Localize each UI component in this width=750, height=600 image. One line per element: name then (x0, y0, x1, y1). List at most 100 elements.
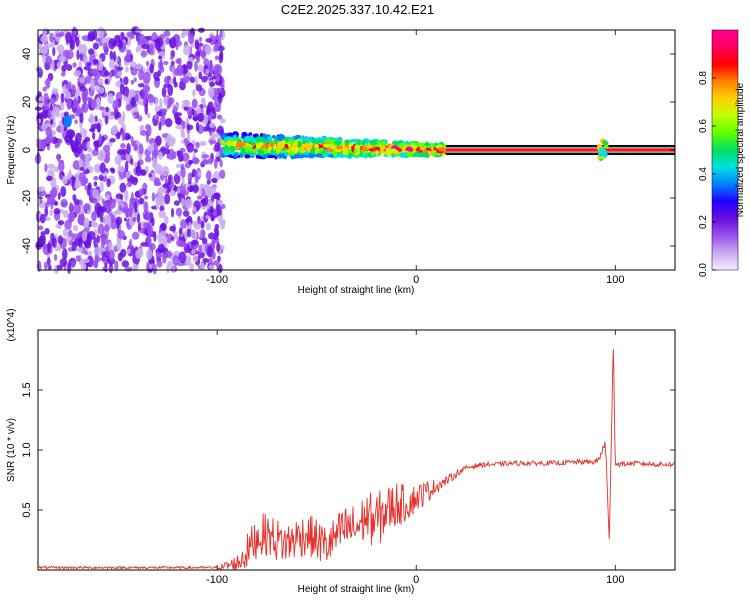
noise-blob (109, 50, 114, 61)
noise-blob (93, 123, 99, 129)
noise-blob (56, 44, 65, 53)
noise-blob (110, 126, 119, 135)
noise-blob (143, 201, 149, 213)
noise-blob (146, 112, 151, 119)
noise-blob (201, 159, 210, 165)
noise-blob (108, 249, 115, 261)
noise-blob (199, 186, 203, 199)
noise-blob (145, 212, 151, 221)
colorbar-tick-label-0: 0.0 (698, 263, 709, 277)
signal-blob (223, 145, 229, 152)
noise-blob (149, 63, 155, 74)
noise-blob (185, 218, 192, 223)
steady-line-band-4 (446, 148, 675, 152)
noise-blob (145, 248, 153, 260)
noise-blob (147, 144, 155, 152)
noise-blob (190, 239, 199, 246)
noise-blob (126, 181, 133, 188)
noise-blob (92, 188, 100, 199)
snr-y-multiplier: (x10^4) (6, 308, 17, 341)
noise-blob (37, 96, 45, 107)
signal-blob (314, 143, 319, 150)
noise-blob (65, 64, 73, 72)
noise-blob (60, 92, 65, 103)
noise-blob (177, 57, 182, 65)
noise-blob (108, 71, 113, 78)
snr-y-label: SNR (10 * v/v) (6, 418, 17, 482)
noise-blob (100, 239, 106, 249)
noise-blob (148, 43, 155, 56)
noise-blob (47, 163, 55, 169)
noise-blob (99, 181, 104, 193)
noise-blob (119, 165, 125, 173)
signal-blob (284, 144, 289, 148)
signal-blob (304, 142, 309, 150)
signal-blob (245, 154, 250, 159)
noise-blob (181, 99, 190, 105)
noise-blob (208, 122, 216, 129)
noise-blob (116, 71, 123, 77)
spectrogram-x-axis: -100 0 100 (206, 30, 624, 286)
noise-blob (142, 71, 151, 84)
noise-blob (148, 173, 152, 178)
noise-blob (121, 111, 126, 123)
noise-blob (116, 149, 125, 156)
noise-blob (66, 98, 72, 110)
noise-blob (79, 43, 88, 55)
noise-blob (57, 138, 63, 144)
noise-blob (73, 233, 81, 239)
noise-blob (141, 38, 150, 45)
noise-blob (182, 120, 186, 130)
noise-blob (51, 88, 59, 95)
noise-blob (197, 170, 202, 178)
signal-blob (311, 138, 317, 145)
signal-blob (269, 142, 275, 148)
signal-blob (250, 141, 256, 146)
noise-blob (130, 96, 137, 107)
noise-blob (105, 194, 111, 201)
signal-blob (368, 148, 376, 152)
spectrogram-y-tick-label-4: 40 (21, 48, 33, 60)
noise-blob (216, 114, 223, 120)
noise-blob (65, 32, 73, 43)
noise-blob (201, 75, 208, 83)
noise-blob (180, 198, 185, 207)
noise-blob (74, 132, 82, 144)
noise-blob (200, 229, 206, 239)
signal-blob (232, 141, 237, 148)
noise-blob (190, 43, 194, 49)
noise-blob (81, 230, 88, 242)
noise-blob (71, 84, 77, 95)
signal-blob (326, 148, 334, 153)
signal-blob (227, 138, 235, 142)
noise-blob (180, 163, 185, 171)
noise-blob (143, 195, 149, 200)
noise-blob (181, 177, 185, 187)
signal-blob (389, 148, 397, 153)
signal-blob (361, 145, 368, 152)
noise-blob (107, 140, 113, 147)
signal-blob (239, 153, 244, 158)
noise-blob (54, 143, 59, 149)
noise-blob (137, 83, 145, 88)
noise-blob (129, 208, 133, 219)
noise-blob (144, 155, 152, 163)
noise-blob (214, 223, 220, 230)
noise-blob (175, 207, 183, 217)
noise-blob (135, 165, 140, 173)
noise-blob (188, 221, 192, 232)
noise-blob (153, 143, 158, 153)
noise-blob (212, 95, 218, 101)
noise-blob (135, 249, 143, 260)
signal-blob (414, 151, 420, 157)
noise-blob (111, 198, 116, 204)
noise-blob (86, 255, 94, 268)
noise-blob (132, 263, 138, 272)
noise-blob (95, 37, 101, 42)
noise-blob (189, 186, 194, 192)
noise-blob (93, 246, 102, 257)
noise-blob (173, 230, 178, 240)
noise-blob (117, 230, 126, 240)
signal-blob (255, 154, 261, 159)
noise-blob (186, 132, 191, 142)
